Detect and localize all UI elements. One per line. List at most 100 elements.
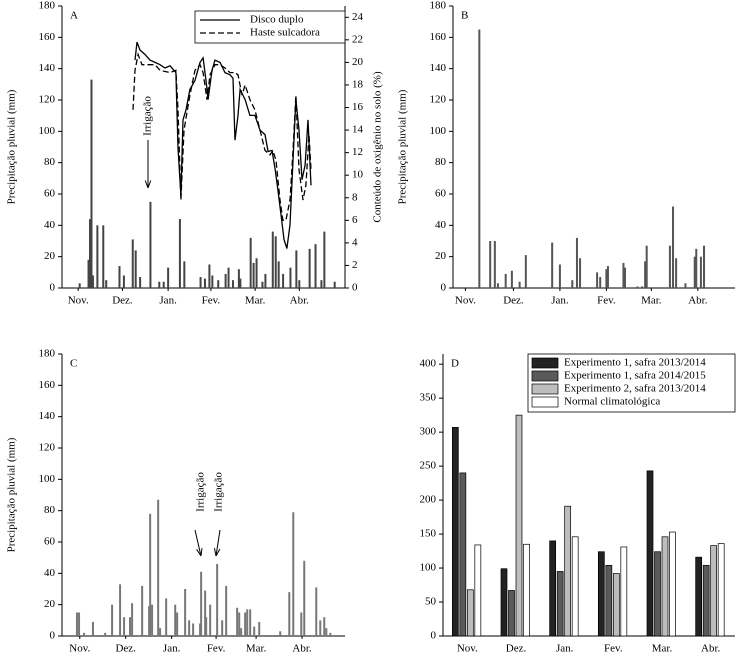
y-axis-label: Precipitação pluvial (mm) bbox=[6, 89, 18, 204]
bar bbox=[599, 277, 602, 288]
bar bbox=[151, 604, 154, 636]
bar bbox=[315, 587, 318, 636]
bar bbox=[111, 604, 114, 636]
y-tick-label: 140 bbox=[39, 410, 56, 422]
bar bbox=[508, 590, 515, 637]
bar bbox=[695, 556, 703, 637]
bar bbox=[158, 281, 161, 288]
bar bbox=[288, 592, 291, 636]
bar bbox=[329, 632, 332, 636]
y-tick-label: 100 bbox=[430, 125, 447, 137]
bar bbox=[641, 286, 644, 288]
y-axis-label: Precipitação pluvial (mm) bbox=[397, 89, 409, 204]
y2-tick-label: 20 bbox=[352, 56, 364, 68]
bar bbox=[104, 632, 107, 636]
y-tick-label: 100 bbox=[39, 473, 56, 485]
annotation: Irrigação bbox=[195, 472, 207, 512]
bar bbox=[493, 241, 496, 288]
bar bbox=[78, 283, 81, 288]
y-tick-label: 0 bbox=[431, 630, 437, 642]
bar bbox=[556, 571, 564, 637]
annotation: Irrigação bbox=[142, 96, 154, 136]
annotation: Irrigação bbox=[213, 472, 225, 512]
bar bbox=[558, 264, 561, 288]
bar bbox=[478, 29, 481, 288]
panel-label: C bbox=[70, 358, 77, 370]
bar bbox=[289, 267, 292, 288]
y-tick-label: 120 bbox=[39, 94, 56, 106]
bar bbox=[504, 273, 507, 288]
bar bbox=[239, 278, 242, 288]
bar bbox=[693, 256, 696, 288]
y-tick-label: 160 bbox=[430, 31, 447, 43]
bar bbox=[225, 585, 228, 636]
bar bbox=[622, 262, 625, 288]
bar bbox=[303, 560, 306, 636]
bar bbox=[510, 270, 513, 288]
bar bbox=[227, 267, 230, 288]
bar bbox=[264, 273, 267, 288]
y-tick-label: 40 bbox=[435, 219, 447, 231]
bar bbox=[684, 283, 687, 288]
bar bbox=[122, 275, 125, 288]
y2-tick-label: 14 bbox=[352, 124, 364, 136]
annotation-arrowhead bbox=[144, 180, 149, 189]
bar bbox=[200, 571, 203, 636]
bar bbox=[203, 278, 206, 288]
bar bbox=[90, 79, 93, 288]
bar bbox=[236, 607, 239, 636]
bar bbox=[209, 604, 212, 636]
bar bbox=[199, 623, 202, 636]
x-tick-label: Mar. bbox=[641, 295, 662, 307]
bar bbox=[184, 589, 187, 636]
annotation-arrowhead bbox=[200, 547, 203, 557]
bar bbox=[192, 623, 195, 636]
y2-axis-label: Conteúdo de oxigênio no solo (%) bbox=[372, 71, 384, 223]
bar bbox=[246, 609, 249, 636]
bar bbox=[654, 551, 661, 637]
y-tick-label: 120 bbox=[39, 442, 56, 454]
bar bbox=[661, 536, 669, 637]
bar bbox=[261, 281, 264, 288]
bar bbox=[105, 280, 108, 288]
x-tick-label: Jan. bbox=[556, 643, 574, 655]
bar bbox=[238, 612, 241, 636]
x-tick-label: Fev. bbox=[604, 643, 623, 655]
panel-label: D bbox=[451, 358, 459, 370]
bar bbox=[295, 250, 298, 288]
annotation-arrowhead bbox=[215, 548, 221, 557]
y-tick-label: 60 bbox=[435, 188, 447, 200]
y-tick-label: 100 bbox=[39, 125, 56, 137]
x-tick-label: Mar. bbox=[245, 295, 266, 307]
bar bbox=[672, 206, 675, 288]
bar bbox=[83, 632, 86, 636]
y-tick-label: 50 bbox=[425, 596, 437, 608]
legend-box bbox=[194, 10, 346, 44]
y-tick-label: 40 bbox=[44, 219, 56, 231]
bar bbox=[459, 472, 467, 637]
legend-label: Disco duplo bbox=[250, 14, 304, 26]
bar bbox=[717, 543, 725, 637]
bar bbox=[515, 414, 523, 637]
bar bbox=[237, 269, 240, 288]
y2-tick-label: 16 bbox=[352, 101, 364, 113]
bar bbox=[300, 612, 303, 636]
bar bbox=[314, 244, 317, 288]
x-tick-label: Dez. bbox=[503, 295, 524, 307]
y-tick-label: 400 bbox=[420, 358, 437, 370]
bar bbox=[308, 248, 311, 288]
y2-tick-label: 4 bbox=[352, 236, 358, 248]
bar bbox=[178, 219, 181, 288]
legend-label: Haste sulcadora bbox=[250, 27, 320, 39]
legend-swatch bbox=[531, 357, 559, 369]
y2-tick-label: 6 bbox=[352, 214, 358, 226]
bar bbox=[89, 219, 92, 288]
panel-label: B bbox=[461, 10, 468, 22]
bar bbox=[644, 261, 647, 288]
bar bbox=[249, 237, 252, 288]
bar bbox=[221, 620, 224, 636]
y-tick-label: 20 bbox=[44, 598, 56, 610]
bar bbox=[489, 241, 492, 288]
bar bbox=[119, 584, 122, 636]
bar bbox=[474, 544, 482, 637]
